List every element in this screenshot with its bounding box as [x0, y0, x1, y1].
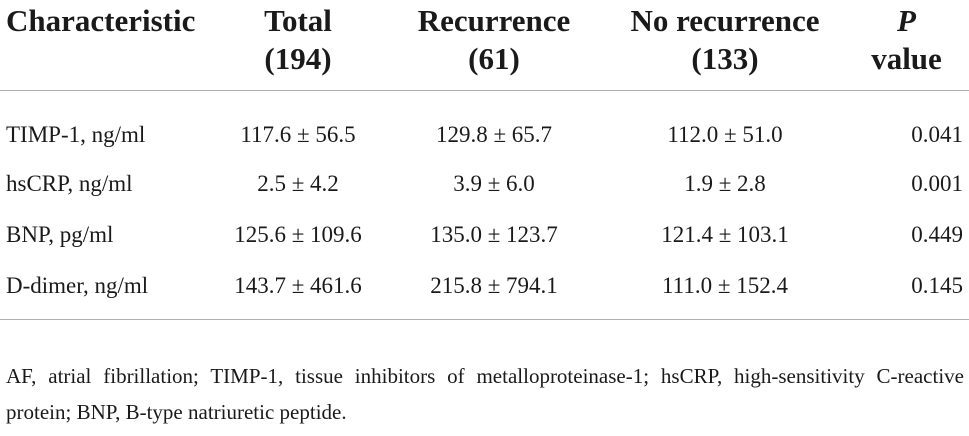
cell-recurrence: 135.0 ± 123.7 [430, 221, 558, 247]
cell-recurrence: 3.9 ± 6.0 [453, 170, 535, 196]
cell-no-recurrence: 121.4 ± 103.1 [661, 221, 789, 247]
characteristics-table: Characteristic Total (194) Recurrence (6… [0, 0, 969, 320]
header-total: Total (194) [208, 0, 388, 91]
header-characteristic: Characteristic [0, 0, 208, 91]
cell-no-recurrence: 111.0 ± 152.4 [600, 260, 850, 320]
header-row: Characteristic Total (194) Recurrence (6… [0, 0, 969, 91]
cell-total: 117.6 ± 56.5 [240, 121, 356, 147]
cell-total: 2.5 ± 4.2 [257, 170, 339, 196]
row-label: D-dimer, ng/ml [0, 260, 208, 320]
row-label: hsCRP, ng/ml [6, 170, 133, 196]
cell-total: 125.6 ± 109.6 [234, 221, 362, 247]
data-table-container: Characteristic Total (194) Recurrence (6… [0, 0, 969, 320]
row-label: BNP, pg/ml [6, 221, 114, 247]
row-label: TIMP-1, ng/ml [6, 121, 146, 147]
table-row: BNP, pg/ml 125.6 ± 109.6 135.0 ± 123.7 1… [0, 209, 969, 260]
header-no-recurrence: No recurrence (133) [600, 0, 850, 91]
cell-no-recurrence: 1.9 ± 2.8 [684, 170, 766, 196]
table-row: D-dimer, ng/ml 143.7 ± 461.6 215.8 ± 794… [0, 260, 969, 320]
table-row: TIMP-1, ng/ml 117.6 ± 56.5 129.8 ± 65.7 … [0, 91, 969, 159]
cell-total: 143.7 ± 461.6 [208, 260, 388, 320]
table-footnote: AF, atrial fibrillation; TIMP-1, tissue … [6, 364, 964, 424]
table-row: hsCRP, ng/ml 2.5 ± 4.2 3.9 ± 6.0 1.9 ± 2… [0, 158, 969, 209]
header-p-value: P value [850, 0, 969, 91]
cell-no-recurrence: 112.0 ± 51.0 [667, 121, 783, 147]
cell-recurrence: 215.8 ± 794.1 [388, 260, 600, 320]
header-recurrence: Recurrence (61) [388, 0, 600, 91]
cell-recurrence: 129.8 ± 65.7 [435, 121, 553, 147]
cell-p-value: 0.449 [911, 221, 963, 247]
cell-p-value: 0.145 [850, 260, 969, 320]
cell-p-value: 0.001 [911, 170, 963, 196]
cell-p-value: 0.041 [911, 121, 963, 147]
